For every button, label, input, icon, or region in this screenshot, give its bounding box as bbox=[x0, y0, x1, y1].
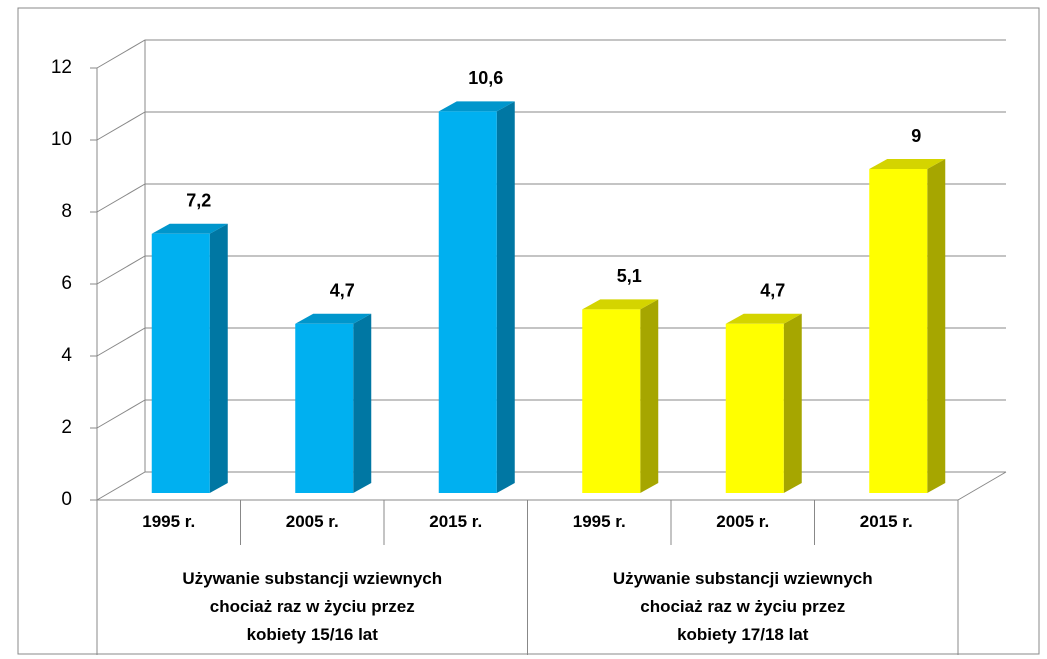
y-tick-label: 2 bbox=[61, 417, 72, 438]
y-tick-label: 12 bbox=[51, 57, 72, 78]
group-label: Używanie substancji wziewnych chociaż raz… bbox=[613, 569, 873, 644]
value-label: 5,1 bbox=[617, 266, 642, 286]
y-tick-label: 0 bbox=[61, 489, 72, 510]
bar-top bbox=[295, 313, 372, 324]
value-label: 10,6 bbox=[468, 68, 503, 88]
value-label: 4,7 bbox=[330, 281, 355, 301]
bar-side bbox=[353, 313, 372, 493]
bar bbox=[869, 169, 928, 493]
bar bbox=[295, 323, 354, 493]
y-tick-label: 6 bbox=[61, 273, 72, 294]
value-label: 7,2 bbox=[186, 191, 211, 211]
bar-side bbox=[496, 101, 515, 494]
x-tick-label: 2005 r. bbox=[286, 512, 339, 531]
bar-top bbox=[151, 223, 228, 234]
bar-side bbox=[783, 313, 802, 493]
x-tick-label: 2015 r. bbox=[860, 512, 913, 531]
bar-side bbox=[640, 299, 659, 493]
x-tick-label: 2015 r. bbox=[429, 512, 482, 531]
chart-border bbox=[17, 7, 1040, 655]
bar-top bbox=[438, 101, 515, 112]
bar bbox=[582, 309, 641, 493]
floor-edge bbox=[957, 471, 1007, 501]
grid-line bbox=[96, 327, 1006, 357]
y-tick-label: 8 bbox=[61, 201, 72, 222]
y-tick-label: 4 bbox=[61, 345, 72, 366]
value-label: 4,7 bbox=[760, 281, 785, 301]
x-tick-label: 1995 r. bbox=[573, 512, 626, 531]
grid-line bbox=[96, 39, 1006, 69]
y-tick-label: 10 bbox=[51, 129, 72, 150]
grid-line bbox=[96, 255, 1006, 285]
bar-side bbox=[927, 159, 946, 493]
bar-top bbox=[869, 159, 946, 169]
grid-line bbox=[96, 183, 1006, 213]
x-tick-label: 1995 r. bbox=[142, 512, 195, 531]
x-tick-label: 2005 r. bbox=[716, 512, 769, 531]
bar bbox=[725, 323, 784, 493]
group-label: Używanie substancji wziewnych chociaż raz… bbox=[182, 569, 442, 644]
bar bbox=[438, 111, 497, 494]
grid-line bbox=[96, 471, 1006, 501]
bar-top bbox=[582, 299, 659, 310]
grid-line bbox=[96, 399, 1006, 429]
value-label: 9 bbox=[911, 126, 921, 146]
bar bbox=[151, 233, 210, 494]
grid-line bbox=[96, 111, 1006, 141]
bar-top bbox=[725, 313, 802, 324]
bar-side bbox=[209, 223, 228, 494]
